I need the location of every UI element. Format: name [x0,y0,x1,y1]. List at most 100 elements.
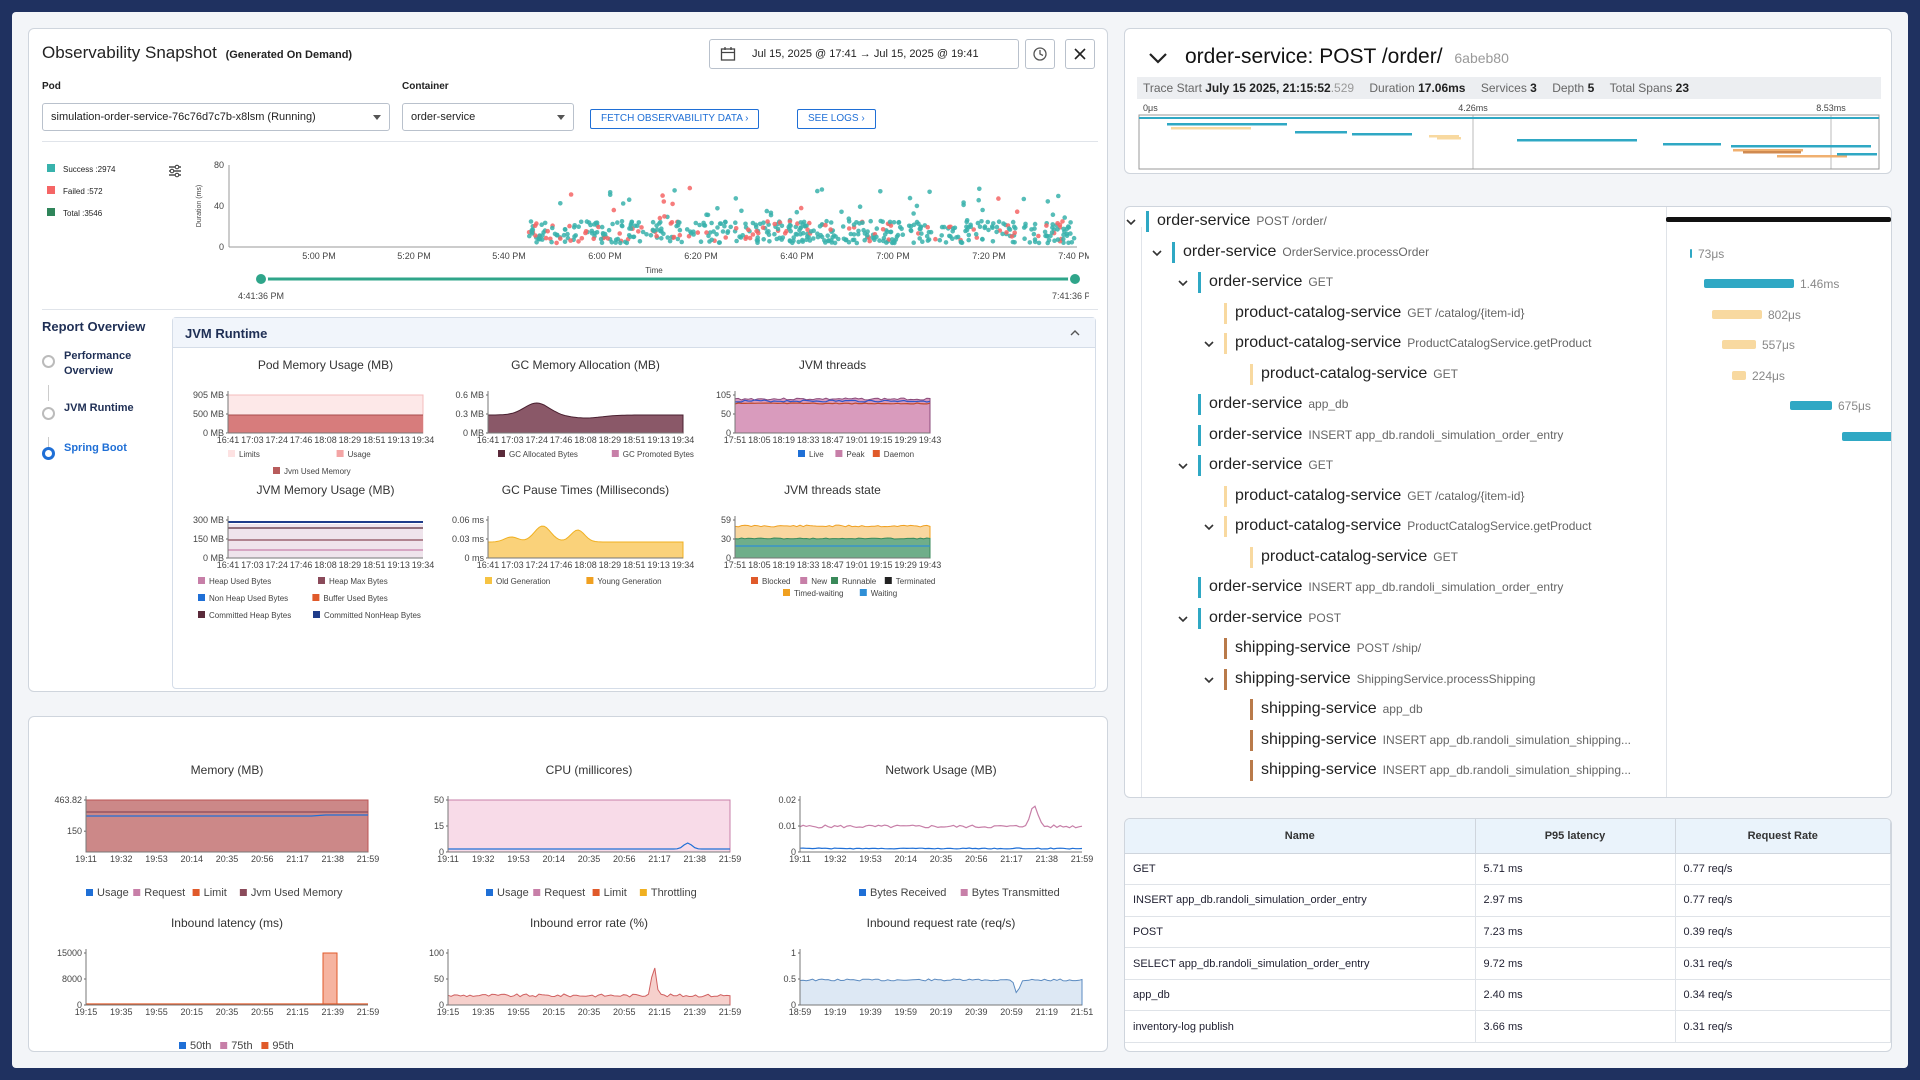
table-row[interactable]: POST 7.23 ms 0.39 req/s [1125,916,1891,949]
span-row[interactable]: order-service INSERT app_db.randoli_simul… [1125,574,1665,604]
x-tick: 19:13 [647,435,670,445]
span-row[interactable]: shipping-service POST /ship/ [1125,635,1665,665]
legend-swatch [86,889,93,896]
scatter-point [787,238,793,243]
span-row[interactable]: order-service INSERT app_db.randoli_simul… [1125,422,1665,452]
span-timeline-bar[interactable] [1712,309,1762,319]
span-timeline-bar[interactable] [1690,248,1692,258]
scatter-point [1012,240,1017,245]
col-rate[interactable]: Request Rate [1675,819,1891,854]
span-row[interactable]: order-service GET [1125,452,1665,482]
span-timeline-bar[interactable] [1722,340,1756,349]
chevron-down-icon[interactable] [1203,338,1215,350]
radio-icon [42,407,55,420]
chevron-down-icon[interactable] [1151,247,1163,259]
span-row[interactable]: shipping-service ShippingService.processS… [1125,666,1665,696]
span-row[interactable]: order-service POST /order/ [1125,208,1665,238]
span-row[interactable]: order-service app_db [1125,391,1665,421]
scatter-point [747,235,753,241]
scatter-point [840,224,846,229]
scatter-point [723,235,728,240]
col-p95[interactable]: P95 latency [1475,819,1676,854]
span-row[interactable]: product-catalog-service GET /catalog/{ite… [1125,300,1665,330]
legend-label: 95th [272,1040,293,1051]
history-button[interactable] [1025,39,1055,69]
span-row[interactable]: order-service POST [1125,605,1665,635]
span-row[interactable]: order-service GET [1125,269,1665,299]
y-tick: 105 [716,390,731,400]
date-range-picker[interactable]: Jul 15, 2025 @ 17:41 → Jul 15, 2025 @ 19… [709,39,1019,69]
span-timeline-bar[interactable] [1790,401,1832,410]
span-service: order-service [1209,456,1303,473]
scatter-point [589,231,595,236]
chart-title: GC Pause Times (Milliseconds) [502,483,669,497]
col-name[interactable]: Name [1125,819,1476,854]
span-row[interactable]: shipping-service INSERT app_db.randoli_si… [1125,757,1665,787]
pod-select[interactable]: simulation-order-service-76c76d7c7b-x8ls… [42,103,390,131]
span-timeline-bar[interactable] [1666,217,1891,222]
chevron-down-icon[interactable] [1203,521,1215,533]
scatter-point [542,220,548,226]
span-row[interactable]: shipping-service app_db [1125,696,1665,726]
scatter-point [677,227,683,233]
scatter-point [610,221,615,227]
table-row[interactable]: app_db 2.40 ms 0.34 req/s [1125,979,1891,1012]
table-row[interactable]: INSERT app_db.randoli_simulation_order_e… [1125,884,1891,917]
chart-title: JVM threads [799,358,866,372]
trace-title: order-service: POST /order/ [1185,45,1443,68]
cell-p95: 7.23 ms [1475,916,1676,949]
scatter-point [620,223,625,229]
span-timeline-bar[interactable] [1842,431,1891,441]
chevron-up-icon[interactable] [1069,327,1081,339]
span-row[interactable]: shipping-service INSERT app_db.randoli_si… [1125,727,1665,757]
time-range-slider[interactable]: 4:41:36 PM 7:41:36 PM [189,267,1089,307]
span-timeline-bar[interactable] [1732,370,1746,380]
close-button[interactable] [1065,39,1095,69]
scatter-point [693,220,699,226]
chart-title: GC Memory Allocation (MB) [511,358,660,372]
see-logs-button[interactable]: SEE LOGS › [797,109,876,129]
filter-icon[interactable] [167,163,183,179]
span-color-bar [1250,760,1253,781]
span-row[interactable]: order-service OrderService.processOrder [1125,239,1665,269]
chevron-down-icon[interactable] [1147,47,1169,69]
span-row[interactable]: product-catalog-service GET [1125,361,1665,391]
x-tick: 17:24 [265,435,288,445]
table-row[interactable]: GET 5.71 ms 0.77 req/s [1125,853,1891,886]
span-color-bar [1224,485,1227,507]
span-row[interactable]: product-catalog-service ProductCatalogSer… [1125,330,1665,360]
table-row[interactable]: inventory-log publish 3.66 ms 0.31 req/s [1125,1010,1891,1044]
span-timeline-bar[interactable] [1704,279,1794,288]
fetch-observability-button[interactable]: FETCH OBSERVABILITY DATA › [590,109,760,129]
table-row[interactable]: SELECT app_db.randoli_simulation_order_e… [1125,947,1891,980]
legend-swatch [611,450,619,457]
chevron-down-icon[interactable] [1125,216,1137,228]
container-select[interactable]: order-service [402,103,574,131]
scatter-point [805,234,810,239]
chevron-down-icon[interactable] [1177,613,1189,625]
scatter-point [919,231,924,236]
scatter-point [528,219,534,224]
scatter-point [878,218,883,224]
scatter-point [572,234,577,239]
chevron-down-icon[interactable] [1177,460,1189,472]
scatter-point [596,224,601,230]
x-tick: 7:20 PM [972,251,1006,261]
trace-minimap[interactable]: 0μs 4.26ms 8.53ms [1137,101,1881,171]
chevron-down-icon[interactable] [1177,277,1189,289]
span-row[interactable]: product-catalog-service GET /catalog/{ite… [1125,483,1665,513]
scatter-point [917,236,922,241]
scatter-point [885,229,890,235]
chevron-down-icon[interactable] [1203,674,1215,686]
jvm-section-title: JVM Runtime [185,326,268,341]
x-tick: 18:51 [363,435,386,445]
scatter-point [807,238,813,243]
legend-swatch [798,450,805,457]
jvm-section-header[interactable]: JVM Runtime [173,318,1095,348]
scatter-point [836,236,841,242]
span-row[interactable]: product-catalog-service GET [1125,544,1665,574]
scatter-point [977,224,983,229]
span-label: order-service INSERT app_db.randoli_simul… [1209,578,1563,596]
span-row[interactable]: product-catalog-service ProductCatalogSer… [1125,513,1665,543]
scatter-point [825,233,830,238]
